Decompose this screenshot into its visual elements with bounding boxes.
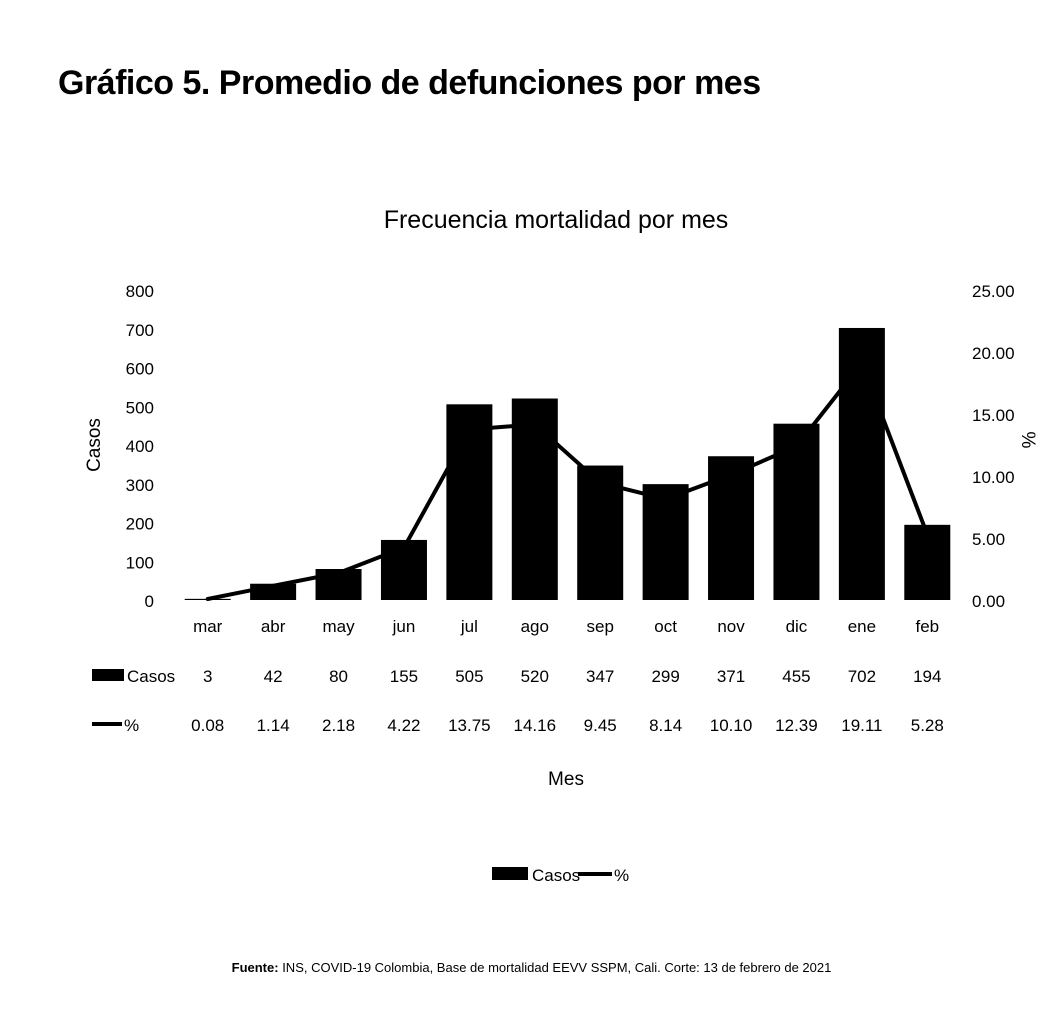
point-percent-jul: [467, 427, 472, 432]
table-cell-percent: 5.28: [911, 716, 944, 735]
bars-group: [184, 327, 951, 600]
x-tick-label: jun: [392, 617, 416, 636]
table-cell-percent: 10.10: [710, 716, 753, 735]
table-cell-percent: 1.14: [257, 716, 290, 735]
table-key-casos-swatch: [92, 669, 124, 681]
table-cell-casos: 155: [390, 667, 418, 686]
y2-tick-label: 10.00: [972, 468, 1015, 487]
table-cell-percent: 2.18: [322, 716, 355, 735]
x-tick-label: dic: [786, 617, 808, 636]
table-cell-casos: 702: [848, 667, 876, 686]
bar-casos-jun: [380, 539, 427, 600]
y-tick-label: 500: [126, 398, 154, 417]
data-table: Casos% 3 42 80 155 505 520 347 299 371 455 702 194 0.…: [92, 667, 944, 735]
x-tick-label: oct: [654, 617, 677, 636]
table-cell-casos: 347: [586, 667, 614, 686]
bar-casos-dic: [773, 423, 820, 600]
table-cell-percent: 13.75: [448, 716, 491, 735]
right-axis-ticks: 0.00 5.00 10.00 15.00 20.00 25.00: [972, 282, 1015, 611]
x-tick-label: mar: [193, 617, 223, 636]
left-axis-ticks: 0 100 200 300 400 500 600 700 800: [126, 282, 154, 611]
table-cell-percent: 12.39: [775, 716, 818, 735]
y-axis-label: Casos: [84, 418, 105, 472]
legend-casos-label: Casos: [532, 866, 580, 885]
legend-percent-label: %: [614, 866, 629, 885]
bar-casos-nov: [708, 456, 755, 600]
point-percent-sep: [598, 480, 603, 485]
table-cell-percent: 4.22: [387, 716, 420, 735]
table-cell-casos: 505: [455, 667, 483, 686]
table-cell-percent: 0.08: [191, 716, 224, 735]
y2-tick-label: 20.00: [972, 344, 1015, 363]
y2-axis-label: %: [1017, 432, 1038, 449]
table-cell-casos: 80: [329, 667, 348, 686]
x-tick-label: jul: [460, 617, 478, 636]
table-cell-casos: 520: [521, 667, 549, 686]
y-tick-label: 800: [126, 282, 154, 301]
y-tick-label: 600: [126, 360, 154, 379]
y-tick-label: 200: [126, 515, 154, 534]
table-cell-casos: 455: [782, 667, 810, 686]
point-percent-mar: [205, 597, 210, 602]
bar-casos-oct: [642, 484, 689, 600]
point-percent-abr: [271, 583, 276, 588]
y-tick-label: 0: [145, 592, 154, 611]
point-percent-feb: [925, 532, 930, 537]
point-percent-ago: [532, 422, 537, 427]
legend: Casos%: [492, 866, 629, 885]
table-cell-casos: 3: [203, 667, 212, 686]
line-series-group: [205, 361, 930, 602]
table-cell-percent: 19.11: [841, 716, 882, 735]
bar-casos-feb: [904, 524, 951, 600]
table-cell-casos: 371: [717, 667, 745, 686]
legend-casos-swatch: [492, 867, 528, 880]
x-tick-label: feb: [915, 617, 939, 636]
point-percent-oct: [663, 497, 668, 502]
y-tick-label: 100: [126, 553, 154, 572]
point-percent-jun: [401, 545, 406, 550]
x-tick-label: sep: [586, 617, 613, 636]
line-percent: [207, 361, 930, 601]
x-tick-label: abr: [261, 617, 286, 636]
y2-tick-label: 15.00: [972, 406, 1015, 425]
category-labels: mar abr may jun jul ago sep oct nov dic ene feb: [193, 617, 939, 636]
y2-tick-label: 25.00: [972, 282, 1015, 301]
source-label: Fuente:: [231, 960, 279, 975]
x-tick-label: ene: [848, 617, 876, 636]
bar-casos-ene: [838, 327, 885, 600]
page-title: Gráfico 5. Promedio de defunciones por m…: [58, 64, 761, 102]
x-axis-label: Mes: [548, 769, 584, 790]
table-cell-percent: 9.45: [584, 716, 617, 735]
point-percent-may: [336, 570, 341, 575]
table-cell-casos: 299: [651, 667, 679, 686]
x-tick-label: ago: [521, 617, 549, 636]
table-row-casos-label: Casos: [127, 667, 175, 686]
x-tick-label: may: [322, 617, 355, 636]
point-percent-ene: [859, 361, 864, 366]
table-cell-casos: 194: [913, 667, 941, 686]
point-percent-dic: [794, 444, 799, 449]
table-row-percent-label: %: [124, 716, 139, 735]
point-percent-nov: [729, 472, 734, 477]
source-note: Fuente: INS, COVID-19 Colombia, Base de …: [0, 960, 1063, 975]
y-tick-label: 400: [126, 437, 154, 456]
y2-tick-label: 0.00: [972, 592, 1005, 611]
y2-tick-label: 5.00: [972, 530, 1005, 549]
bar-casos-ago: [511, 398, 558, 600]
table-cell-percent: 14.16: [514, 716, 557, 735]
table-cell-casos: 42: [264, 667, 283, 686]
table-cell-percent: 8.14: [649, 716, 682, 735]
y-tick-label: 700: [126, 321, 154, 340]
y-tick-label: 300: [126, 476, 154, 495]
bar-casos-jul: [446, 404, 493, 600]
chart-title: Frecuencia mortalidad por mes: [384, 206, 729, 234]
source-text: INS, COVID-19 Colombia, Base de mortalid…: [278, 960, 832, 975]
x-tick-label: nov: [717, 617, 745, 636]
